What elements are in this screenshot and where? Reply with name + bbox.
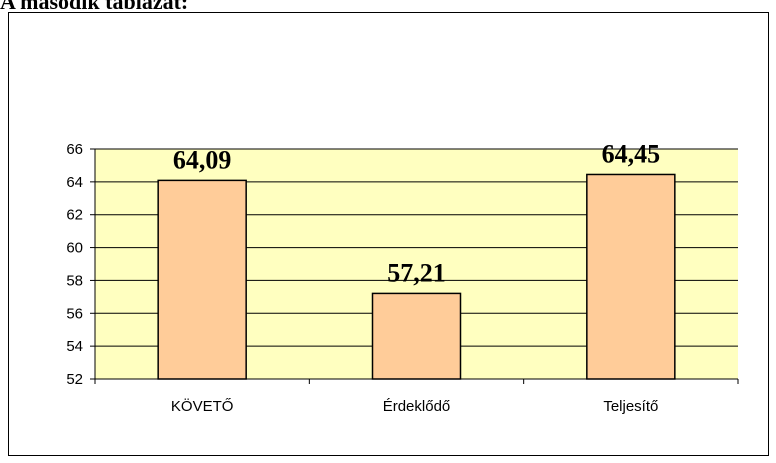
bar bbox=[157, 179, 247, 380]
bar bbox=[371, 292, 462, 380]
bar bbox=[586, 173, 676, 380]
y-tick-label: 54 bbox=[66, 338, 83, 355]
value-label: 64,45 bbox=[602, 139, 661, 168]
y-tick-label: 62 bbox=[66, 207, 83, 224]
y-tick-label: 66 bbox=[66, 141, 83, 158]
x-tick-label: KÖVETŐ bbox=[171, 397, 234, 415]
chart-title: A második táblázat: bbox=[0, 0, 188, 14]
y-tick-label: 60 bbox=[66, 240, 83, 257]
x-tick-label: Teljesítő bbox=[603, 398, 658, 415]
y-tick-label: 52 bbox=[66, 371, 83, 388]
y-tick-label: 64 bbox=[66, 174, 83, 191]
y-tick-label: 58 bbox=[66, 272, 83, 289]
value-label: 64,09 bbox=[173, 145, 232, 174]
y-tick-label: 56 bbox=[66, 305, 83, 322]
title-mask bbox=[0, 0, 300, 12]
x-tick-label: Érdeklődő bbox=[383, 398, 451, 415]
value-label: 57,21 bbox=[387, 258, 446, 287]
